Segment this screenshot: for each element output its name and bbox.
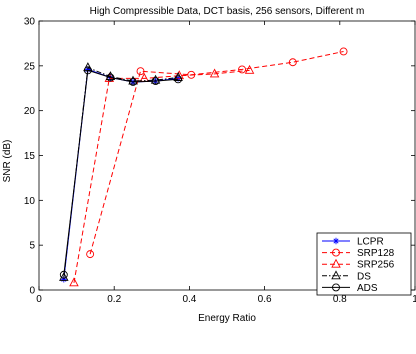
series-srp128: [86, 47, 348, 259]
series-line-lcpr: [63, 68, 179, 280]
series-lcpr: [60, 66, 182, 283]
data-point-srp128: [238, 65, 246, 74]
y-tick-label: 0: [29, 286, 35, 297]
legend-marker-srp256: [331, 258, 341, 268]
series-line-srp256: [73, 69, 250, 283]
legend-entry-ds: DS: [322, 270, 371, 282]
y-tick-label: 5: [29, 241, 35, 252]
data-point-srp128: [288, 58, 297, 67]
y-tick-label: 30: [24, 17, 36, 28]
data-point-srp256: [69, 277, 79, 287]
data-point-srp128: [86, 250, 95, 259]
x-tick-label: 0.6: [258, 294, 272, 305]
data-point-srp128: [136, 67, 145, 76]
y-tick-label: 20: [24, 106, 36, 117]
legend-label-srp128: SRP128: [357, 248, 395, 259]
legend-entry-ads: ADS: [322, 283, 378, 294]
x-tick-label: 0.8: [333, 294, 347, 305]
data-point-srp128: [339, 47, 348, 56]
data-point-ds: [128, 75, 138, 85]
data-point-srp256: [244, 64, 255, 74]
series-ads: [59, 66, 183, 279]
x-tick-label: 0.2: [107, 294, 121, 305]
legend-label-lcpr: LCPR: [357, 237, 384, 248]
series-line-ads: [63, 69, 179, 275]
chart-title: High Compressible Data, DCT basis, 256 s…: [90, 6, 365, 17]
series-line-srp128: [89, 50, 344, 255]
series-ds: [59, 62, 183, 281]
data-point-ds: [59, 271, 69, 281]
y-tick-label: 15: [24, 151, 36, 162]
data-point-ads: [129, 78, 137, 86]
y-tick-label: 25: [24, 61, 36, 72]
x-tick-label: 0.4: [182, 294, 196, 305]
data-point-srp128: [187, 70, 196, 79]
legend-entry-lcpr: LCPR: [322, 237, 384, 248]
series-srp256: [69, 64, 255, 287]
legend-marker-ads: [332, 283, 340, 292]
data-point-ds: [105, 71, 116, 81]
legend-label-srp256: SRP256: [357, 260, 395, 271]
data-point-ads: [106, 73, 115, 82]
data-point-ads: [83, 66, 92, 75]
legend-marker-srp128: [332, 248, 340, 257]
data-point-ads: [151, 77, 160, 86]
data-point-lcpr: [60, 276, 68, 283]
legend-marker-ds: [331, 270, 341, 280]
x-tick-label: 0: [36, 294, 42, 305]
legend-marker-lcpr: [332, 237, 340, 245]
series-line-ds: [63, 66, 179, 278]
data-point-lcpr: [84, 66, 92, 73]
legend-label-ds: DS: [357, 271, 371, 282]
y-axis-label: SNR (dB): [2, 140, 13, 183]
data-point-ds: [150, 74, 161, 84]
data-point-ads: [174, 75, 183, 84]
x-tick-label: 1: [412, 294, 416, 305]
y-tick-label: 10: [24, 196, 36, 207]
legend-entry-srp128: SRP128: [322, 248, 395, 259]
legend-label-ads: ADS: [357, 283, 378, 294]
data-point-srp256: [209, 68, 220, 78]
data-point-ads: [59, 270, 68, 279]
legend-entry-srp256: SRP256: [322, 258, 395, 271]
x-axis-label: Energy Ratio: [198, 313, 256, 324]
